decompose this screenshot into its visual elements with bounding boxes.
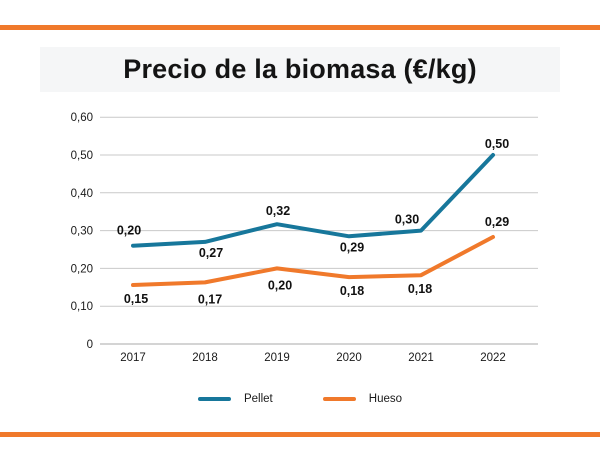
x-axis-tick-label: 2017 bbox=[120, 352, 146, 364]
y-axis-tick-label: 0,20 bbox=[71, 263, 93, 275]
y-axis-tick-label: 0,30 bbox=[71, 226, 93, 238]
data-label-pellet: 0,29 bbox=[340, 240, 364, 254]
legend-swatch-pellet bbox=[197, 397, 231, 401]
top-accent-bar bbox=[0, 25, 600, 30]
bottom-accent-bar bbox=[0, 432, 600, 437]
data-label-pellet: 0,20 bbox=[117, 224, 141, 238]
data-label-hueso: 0,17 bbox=[198, 292, 222, 306]
series-line-pellet bbox=[131, 153, 495, 248]
y-axis-tick-label: 0,60 bbox=[71, 112, 93, 124]
x-axis-tick-label: 2018 bbox=[192, 352, 218, 364]
legend-label: Hueso bbox=[368, 393, 403, 405]
legend-swatch-hueso bbox=[322, 397, 356, 401]
data-label-hueso: 0,18 bbox=[340, 284, 364, 298]
y-axis-tick-label: 0 bbox=[87, 339, 93, 351]
legend-item-pellet: Pellet bbox=[197, 393, 273, 405]
data-label-pellet: 0,32 bbox=[266, 204, 290, 218]
y-axis-tick-label: 0,10 bbox=[71, 301, 93, 313]
data-label-hueso: 0,18 bbox=[408, 282, 432, 296]
legend-label: Pellet bbox=[243, 393, 273, 405]
x-axis-tick-label: 2020 bbox=[336, 352, 362, 364]
legend-item-hueso: Hueso bbox=[322, 393, 403, 405]
chart-legend: Pellet Hueso bbox=[0, 390, 600, 408]
x-axis-tick-label: 2022 bbox=[480, 352, 506, 364]
data-label-hueso: 0,20 bbox=[268, 278, 292, 292]
y-axis-tick-label: 0,50 bbox=[71, 150, 93, 162]
x-axis-tick-label: 2019 bbox=[264, 352, 290, 364]
x-axis-tick-label: 2021 bbox=[408, 352, 434, 364]
data-label-pellet: 0,27 bbox=[199, 246, 223, 260]
chart-title: Precio de la biomasa (€/kg) bbox=[123, 54, 477, 84]
data-label-pellet: 0,30 bbox=[395, 213, 419, 227]
series-line-hueso bbox=[131, 235, 495, 287]
data-label-hueso: 0,29 bbox=[485, 215, 509, 229]
y-axis-tick-label: 0,40 bbox=[71, 188, 93, 200]
data-label-pellet: 0,50 bbox=[485, 137, 509, 151]
data-label-hueso: 0,15 bbox=[124, 292, 148, 306]
title-band: Precio de la biomasa (€/kg) bbox=[40, 47, 560, 92]
